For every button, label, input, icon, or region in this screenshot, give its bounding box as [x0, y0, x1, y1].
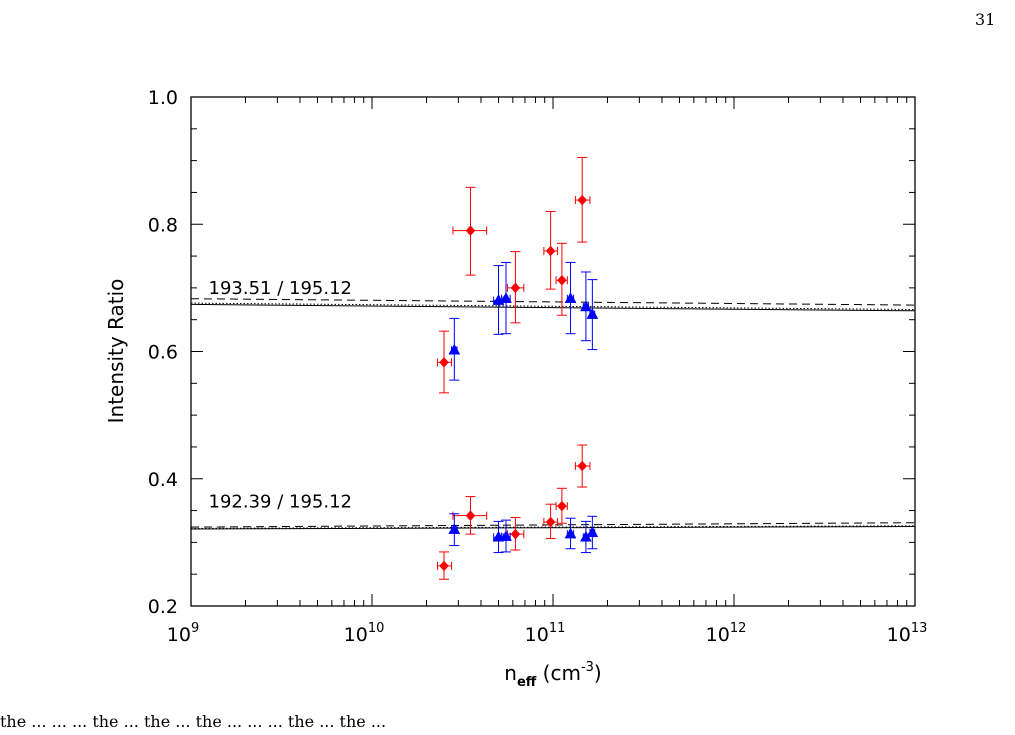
diamond-marker	[510, 528, 521, 540]
data-point-triangle	[500, 261, 512, 335]
data-point-diamond	[452, 186, 488, 276]
triangle-marker	[448, 343, 461, 355]
data-point-triangle	[579, 271, 592, 342]
triangle-marker	[564, 292, 577, 303]
data-point-diamond	[436, 330, 453, 394]
diamond-marker	[545, 245, 556, 257]
diamond-marker	[465, 225, 476, 236]
cut-off-caption-text: the ... ... ... the ... the ... the ... …	[0, 712, 387, 731]
y-tick-label: 0.4	[148, 469, 178, 491]
y-tick-label: 0.2	[148, 596, 178, 618]
data-point-diamond	[543, 503, 559, 540]
diamond-marker	[465, 510, 476, 522]
annotations: 193.51 / 195.12 192.39 / 195.12	[209, 278, 352, 512]
axis-ticks	[190, 96, 916, 607]
triangle-marker	[500, 292, 512, 303]
axis-labels: 0.2 0.4 0.6 0.8 1.0 109 1010 1011 1012 1013 neff (…	[104, 87, 927, 690]
data-point-triangle	[564, 261, 577, 335]
theory-curve-solid	[190, 303, 916, 312]
data-point-diamond	[574, 156, 591, 243]
data-point-diamond	[574, 444, 591, 488]
triangle-marker	[579, 300, 592, 312]
triangle-marker	[586, 308, 599, 319]
theory-curve-solid	[190, 526, 916, 530]
diamond-marker	[439, 356, 449, 368]
x-tick-label: 1011	[525, 621, 566, 646]
diamond-marker	[545, 516, 556, 528]
data-point-triangle	[586, 279, 599, 351]
data-point-diamond	[543, 211, 559, 290]
data-point-diamond	[436, 551, 453, 580]
x-tick-label: 1012	[706, 621, 747, 646]
triangle-marker	[586, 526, 599, 538]
data-point-triangle	[564, 517, 577, 550]
diamond-marker	[577, 194, 588, 206]
ratio-annotation: 193.51 / 195.12	[209, 278, 352, 299]
data-point-triangle	[579, 520, 592, 554]
page-number: 31	[975, 10, 996, 29]
triangle-marker	[564, 527, 577, 539]
data-point-diamond	[452, 496, 488, 535]
diamond-marker	[439, 560, 449, 572]
data-points	[436, 156, 599, 580]
x-tick-label: 109	[167, 621, 199, 646]
theory-curve-dashed	[190, 298, 916, 306]
y-tick-label: 1.0	[148, 87, 178, 109]
theory-curve-dotted	[190, 302, 916, 310]
y-tick-label: 0.8	[148, 214, 178, 236]
data-point-diamond	[506, 251, 525, 324]
x-axis-label: neff (cm-3)	[504, 660, 601, 690]
plot-frame	[190, 96, 916, 607]
data-point-triangle	[586, 515, 599, 550]
ratio-annotation: 192.39 / 195.12	[209, 491, 352, 512]
data-point-triangle	[448, 317, 461, 381]
diamond-marker	[557, 274, 567, 286]
y-axis-label: Intensity Ratio	[104, 279, 128, 424]
data-point-diamond	[555, 242, 568, 316]
x-tick-label: 1013	[887, 621, 928, 646]
triangle-marker	[500, 530, 512, 541]
triangle-marker	[448, 523, 461, 534]
diamond-marker	[577, 460, 588, 472]
data-point-triangle	[448, 513, 461, 547]
diamond-marker	[557, 500, 567, 512]
theory-curves	[190, 298, 916, 530]
theory-curve-dotted	[190, 525, 916, 529]
x-tick-label: 1010	[344, 621, 385, 646]
data-point-diamond	[555, 487, 568, 524]
y-tick-label: 0.6	[148, 342, 178, 364]
data-point-triangle	[500, 519, 512, 553]
theory-curve-dashed	[190, 522, 916, 528]
diamond-marker	[510, 282, 521, 294]
